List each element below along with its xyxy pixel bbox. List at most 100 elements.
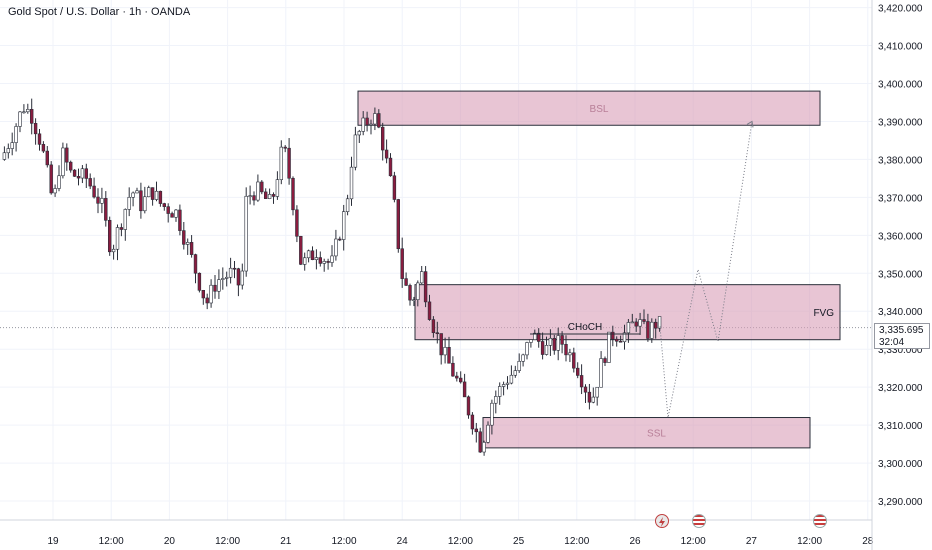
candle-body (361, 117, 365, 132)
candle-body (287, 147, 291, 179)
us-flag-event-icon[interactable] (692, 514, 706, 528)
candle-body (2, 152, 7, 160)
candle-body (96, 196, 100, 204)
candle-body (626, 322, 631, 334)
candle-body (131, 192, 135, 198)
candle-body (135, 190, 139, 194)
chart-title: Gold Spot / U.S. Dollar · 1h · OANDA (8, 6, 191, 18)
candle-body (108, 220, 112, 253)
candle-body (595, 386, 599, 398)
candle-body (373, 113, 377, 125)
candle-body (650, 321, 654, 339)
candle-body (486, 424, 490, 443)
candle-body (353, 134, 358, 168)
candle-body (482, 442, 486, 453)
candle-body (306, 250, 311, 259)
candle-body (474, 428, 478, 433)
candle-body (634, 321, 638, 327)
candle-body (80, 168, 85, 179)
candle-body (377, 113, 381, 128)
candle-body (614, 338, 619, 342)
candle-body (53, 188, 57, 194)
x-tick-label: 24 (397, 536, 409, 547)
candle-body (150, 187, 155, 200)
candle-body (61, 147, 65, 177)
candle-body (178, 209, 182, 231)
candle-body (587, 391, 592, 403)
us-flag-event-icon-2[interactable] (813, 514, 827, 528)
candle-body (572, 352, 576, 369)
y-tick-label: 3,310.000 (878, 421, 923, 432)
candle-body (611, 331, 615, 340)
candle-body (392, 175, 397, 200)
candle-body (123, 209, 128, 230)
x-tick-label: 12:00 (448, 536, 473, 547)
y-tick-label: 3,380.000 (878, 155, 923, 166)
candle-body (205, 297, 209, 304)
candle-body (529, 339, 533, 343)
candle-body (404, 278, 408, 286)
candle-body (263, 191, 268, 199)
candle-body (37, 133, 42, 145)
lightning-event-icon[interactable] (655, 514, 669, 528)
candle-body (470, 414, 475, 430)
candle-body (435, 332, 439, 335)
candle-body (657, 316, 662, 329)
candle-body (505, 382, 510, 385)
candle-body (642, 319, 646, 322)
candle-body (564, 343, 568, 356)
candle-body (256, 181, 260, 201)
candle-body (193, 254, 198, 274)
zone-label-fvg: FVG (813, 308, 834, 319)
candle-body (283, 146, 287, 149)
candle-body (388, 157, 393, 177)
x-tick-label: 28 (862, 536, 874, 547)
candle-body (26, 109, 30, 113)
candle-body (158, 190, 163, 204)
current-price-value: 3,335.695 (879, 325, 924, 336)
candle-body (244, 195, 248, 272)
candle-body (154, 190, 159, 200)
candle-body (84, 168, 89, 179)
candle-body (201, 290, 205, 299)
candle-body (380, 126, 385, 151)
candle-body (447, 346, 451, 364)
x-tick-label: 20 (164, 536, 176, 547)
candle-body (228, 267, 233, 278)
projection-arrowhead (746, 120, 754, 128)
candle-body (232, 267, 237, 270)
candle-body (579, 375, 584, 388)
candle-body (412, 299, 416, 301)
zone-label-bsl: BSL (590, 104, 609, 115)
candle-body (104, 198, 108, 221)
candle-body (29, 109, 34, 124)
candle-body (49, 164, 53, 194)
y-tick-label: 3,420.000 (878, 4, 923, 15)
candle-body (494, 396, 498, 404)
candle-body (591, 396, 596, 403)
candle-body (182, 230, 186, 245)
candle-body (18, 111, 22, 127)
candle-body (455, 375, 459, 379)
choch-label: CHoCH (568, 322, 602, 333)
candle-body (560, 335, 564, 345)
candle-body (384, 149, 389, 159)
candle-body (302, 257, 307, 265)
candle-body (622, 332, 627, 343)
candle-body (318, 257, 322, 264)
candle-body (127, 196, 131, 210)
candle-body (334, 238, 338, 257)
candle-body (517, 360, 521, 371)
candle-body (240, 270, 244, 286)
candle-body (209, 284, 213, 304)
y-tick-label: 3,350.000 (878, 269, 923, 280)
candle-body (497, 386, 502, 397)
projection-path (659, 121, 753, 418)
x-tick-label: 12:00 (99, 536, 124, 547)
candle-body (365, 117, 369, 126)
candle-body (525, 342, 529, 356)
candle-body (618, 340, 623, 343)
candle-body (451, 362, 455, 377)
candle-body (630, 321, 635, 324)
